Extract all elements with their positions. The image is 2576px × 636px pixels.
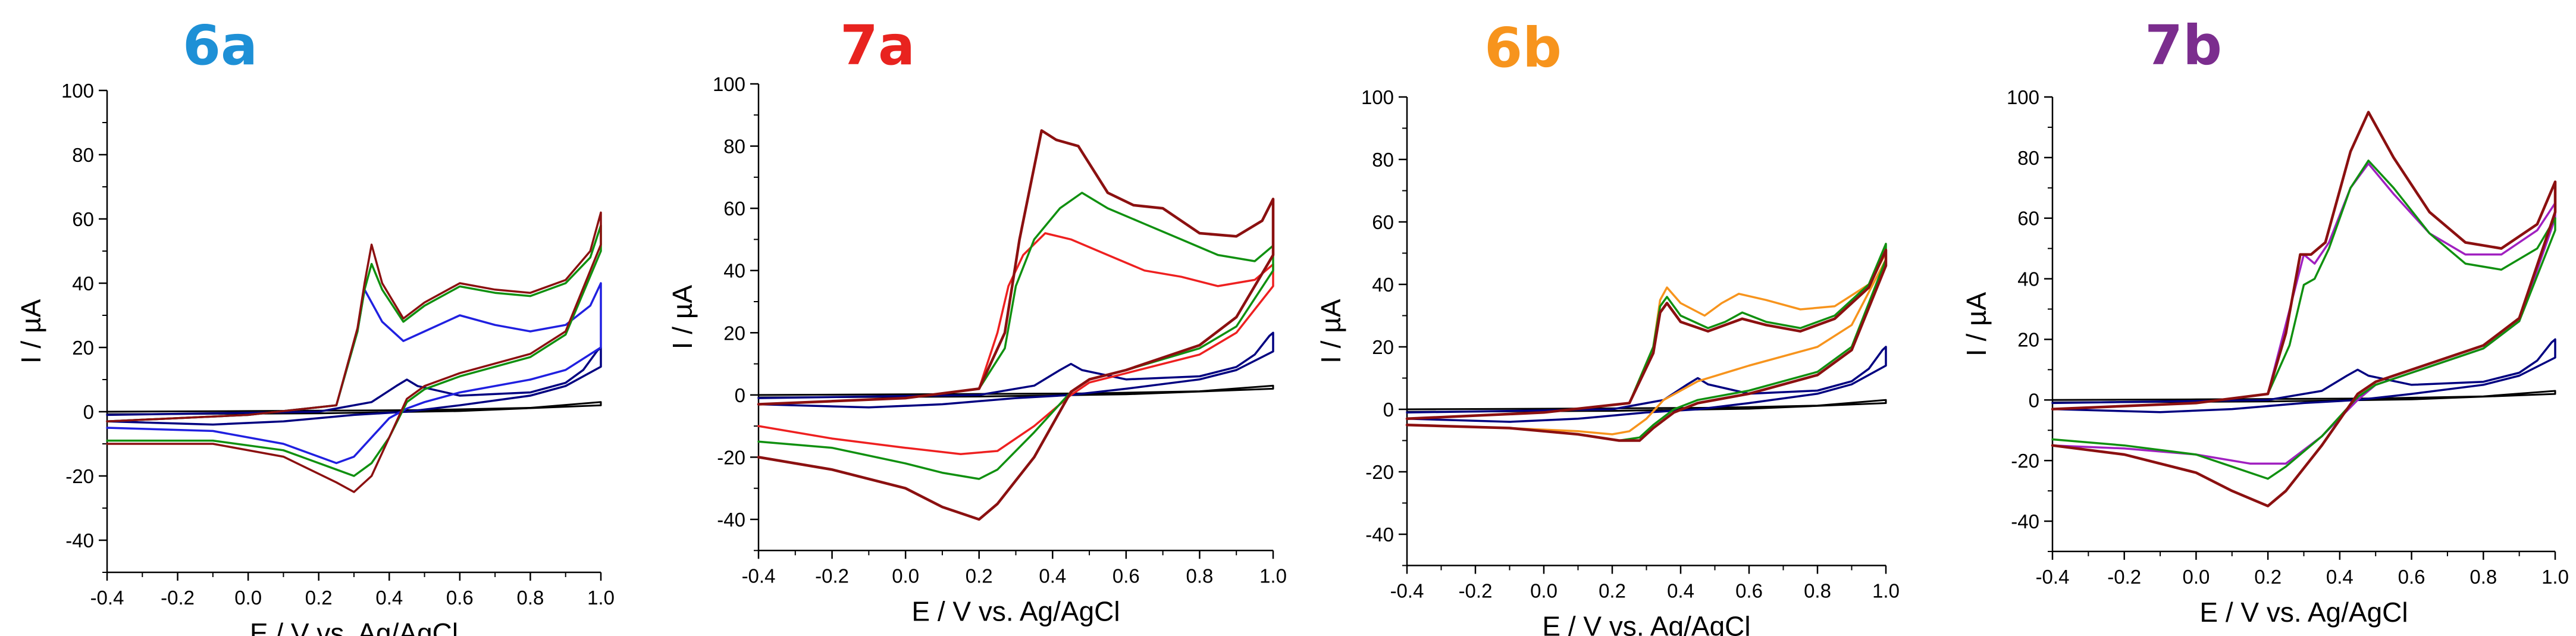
x-tick-label: 0.4 — [2326, 566, 2354, 588]
series-line-reference — [2051, 338, 2556, 413]
y-tick-label: 100 — [1361, 86, 1394, 108]
x-tick-label: 0.2 — [305, 587, 333, 609]
x-tick-label: -0.2 — [2107, 566, 2141, 588]
y-tick-label: 20 — [72, 337, 94, 359]
y-axis-label: I / µA — [667, 285, 698, 350]
series-line-dark-red-trace — [757, 129, 1275, 521]
y-tick-label: 100 — [713, 73, 745, 95]
series-line-background — [2051, 390, 2556, 403]
x-tick-label: 0.0 — [1530, 580, 1557, 602]
chart-title: 6a — [183, 14, 258, 77]
y-tick-label: 0 — [735, 384, 745, 406]
y-tick-label: 60 — [723, 198, 745, 220]
y-tick-label: -20 — [65, 465, 94, 487]
x-tick-label: 0.0 — [892, 565, 919, 587]
y-tick-label: 40 — [72, 272, 94, 294]
y-tick-label: -20 — [2011, 450, 2039, 472]
x-tick-label: -0.4 — [90, 587, 124, 609]
y-tick-label: 80 — [2017, 147, 2039, 169]
chart-panel-7b: 7b -0.4 -0.2 0.0 0.2 0.4 0.6 0.8 1.0 -40 -20 0 20 40 6… — [1961, 14, 2569, 628]
x-tick-label: 0.6 — [1735, 580, 1763, 602]
y-tick-label: -20 — [717, 446, 745, 468]
y-tick-label: 0 — [83, 401, 94, 423]
x-tick-label: -0.4 — [1390, 580, 1424, 602]
y-axis-label: I / µA — [1315, 299, 1346, 364]
x-tick-label: 0.8 — [1186, 565, 1213, 587]
y-tick-label: -40 — [2011, 510, 2039, 532]
series-line-dark-red-trace — [1405, 249, 1888, 442]
y-tick-label: 20 — [723, 322, 745, 344]
chart-panel-6a: 6a -0.4 -0.2 0.0 0.2 0.4 0.6 0.8 1.0 -40 -20 0 20 40 6… — [15, 14, 615, 636]
y-tick-label: -20 — [1365, 461, 1394, 483]
x-tick-label: 0.6 — [446, 587, 474, 609]
series-line-background — [106, 401, 602, 415]
x-tick-label: -0.2 — [815, 565, 849, 587]
x-tick-label: 0.0 — [234, 587, 262, 609]
x-tick-label: 0.0 — [2182, 566, 2210, 588]
series-line-blue-trace — [106, 282, 602, 465]
y-tick-label: 40 — [2017, 268, 2039, 290]
series-line-background — [757, 384, 1274, 399]
y-tick-label: -40 — [1365, 524, 1394, 546]
y-tick-label: 60 — [1372, 211, 1394, 233]
chart-title: 7a — [840, 14, 915, 77]
chart-title: 7b — [2145, 14, 2222, 77]
x-tick-label: 0.4 — [1667, 580, 1694, 602]
x-tick-label: 0.4 — [375, 587, 403, 609]
y-tick-label: 40 — [1372, 274, 1394, 296]
x-tick-label: 1.0 — [1259, 565, 1287, 587]
y-tick-label: 100 — [61, 80, 94, 102]
x-axis-label: E / V vs. Ag/AgCl — [2199, 597, 2408, 628]
x-tick-label: 0.4 — [1039, 565, 1066, 587]
y-tick-label: 20 — [2017, 328, 2039, 350]
y-tick-label: -40 — [717, 509, 745, 531]
x-tick-label: 0.2 — [1599, 580, 1626, 602]
y-tick-label: 0 — [2029, 389, 2039, 411]
x-tick-label: 0.8 — [1804, 580, 1831, 602]
x-tick-label: 0.6 — [1112, 565, 1140, 587]
x-tick-label: 0.2 — [2254, 566, 2282, 588]
y-tick-label: 0 — [1383, 399, 1394, 421]
y-tick-label: 80 — [1372, 149, 1394, 171]
chart-title: 6b — [1484, 16, 1562, 80]
x-tick-label: -0.4 — [2036, 566, 2070, 588]
y-tick-label: 80 — [72, 144, 94, 166]
series-line-purple-trace — [2051, 162, 2556, 465]
series-line-red-trace — [106, 211, 602, 493]
series-line-green-trace — [757, 192, 1274, 480]
x-tick-label: 0.8 — [2470, 566, 2497, 588]
series-line-background — [1406, 399, 1887, 413]
x-axis-label: E / V vs. Ag/AgCl — [1542, 611, 1750, 636]
x-tick-label: 1.0 — [587, 587, 615, 609]
y-axis-label: I / µA — [1961, 292, 1992, 356]
x-tick-label: -0.2 — [161, 587, 195, 609]
series-line-reference — [757, 331, 1274, 409]
y-tick-label: 20 — [1372, 336, 1394, 358]
series-line-green-trace — [2051, 159, 2556, 480]
series-line-reference — [1406, 346, 1887, 423]
x-tick-label: 0.8 — [516, 587, 544, 609]
y-tick-label: 80 — [723, 136, 745, 158]
chart-panel-7a: 7a -0.4 -0.2 0.0 0.2 0.4 0.6 0.8 1.0 -40 -20 0 20 40 6… — [667, 14, 1287, 626]
x-tick-label: 1.0 — [1872, 580, 1900, 602]
y-tick-label: 60 — [2017, 208, 2039, 230]
series-line-dark-red-trace — [2051, 111, 2557, 507]
x-tick-label: 1.0 — [2541, 566, 2569, 588]
x-axis-label: E / V vs. Ag/AgCl — [911, 596, 1120, 626]
y-tick-label: 60 — [72, 208, 94, 230]
x-axis-label: E / V vs. Ag/AgCl — [250, 618, 458, 636]
series-line-green-trace — [106, 224, 602, 477]
x-tick-label: -0.4 — [742, 565, 776, 587]
series-line-orange-trace — [1406, 252, 1887, 436]
x-tick-label: 0.2 — [966, 565, 993, 587]
chart-panel-6b: 6b -0.4 -0.2 0.0 0.2 0.4 0.6 0.8 1.0 -40 -20 0 20 40 6… — [1315, 16, 1900, 636]
x-tick-label: 0.6 — [2398, 566, 2425, 588]
y-axis-label: I / µA — [15, 299, 46, 364]
x-tick-label: -0.2 — [1459, 580, 1493, 602]
y-tick-label: 100 — [2007, 86, 2039, 108]
y-tick-label: 40 — [723, 260, 745, 282]
y-tick-label: -40 — [65, 530, 94, 552]
